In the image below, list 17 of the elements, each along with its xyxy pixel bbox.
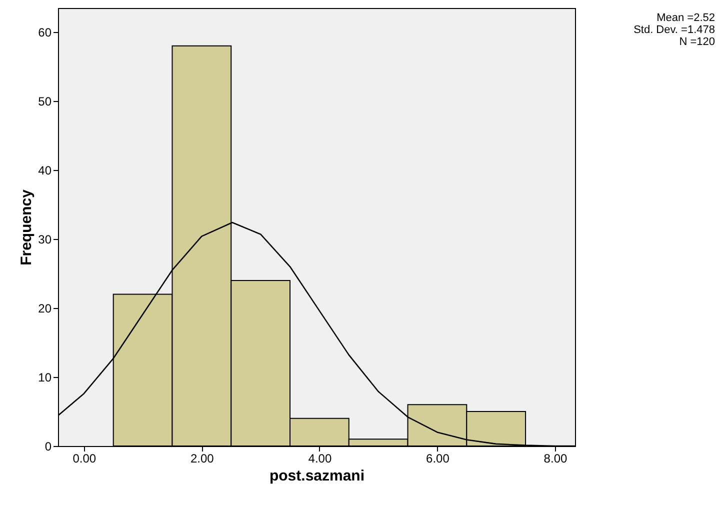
y-tick-label: 0: [44, 440, 52, 454]
text: Mean =2.52: [656, 12, 715, 24]
x-tick-label: 4.00: [308, 452, 332, 466]
y-tick-label: 20: [38, 302, 52, 316]
x-tick-label: 2.00: [190, 452, 214, 466]
x-tick-label: 6.00: [426, 452, 450, 466]
y-tick-label: 10: [38, 370, 52, 385]
y-tick-label: 30: [38, 232, 52, 247]
text: N =120: [679, 36, 715, 48]
x-tick-label: 0.00: [72, 452, 96, 466]
y-axis-title: Frequency: [18, 188, 36, 266]
text: Std. Dev. =1.478: [634, 24, 715, 36]
y-tick-label: 50: [38, 94, 52, 109]
y-tick-label: 60: [38, 26, 52, 40]
x-axis-title: post.sazmani: [269, 468, 365, 484]
y-tick-label: 40: [38, 164, 52, 178]
x-tick-label: 8.00: [544, 452, 568, 466]
